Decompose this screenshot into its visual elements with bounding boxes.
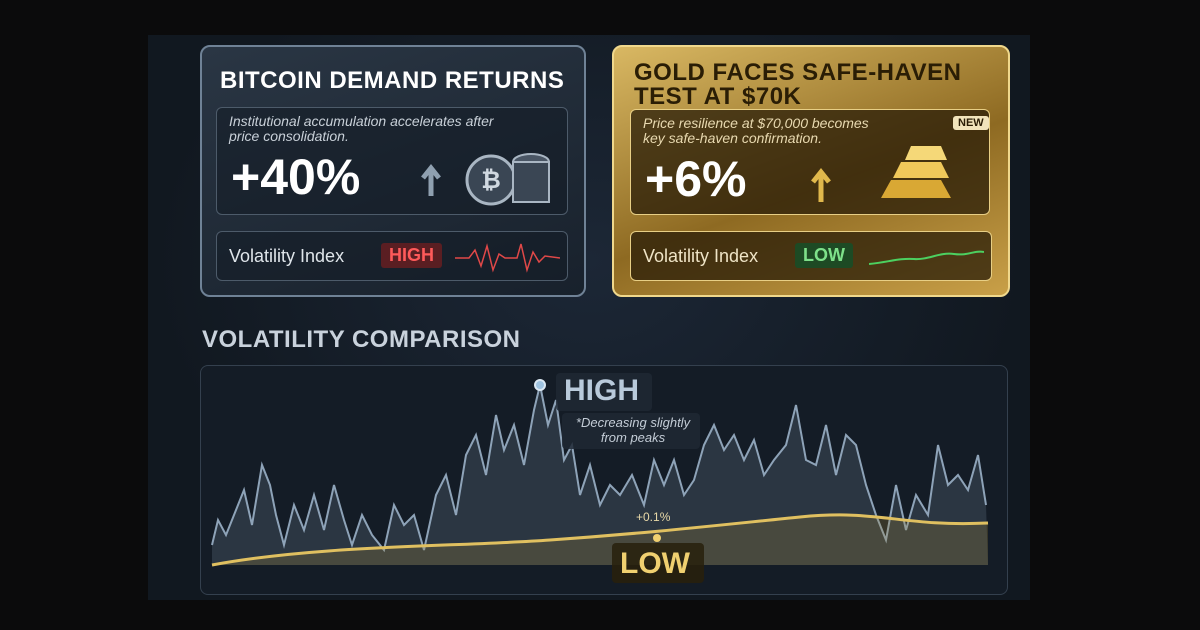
comparison-chart	[211, 373, 989, 583]
volatility-label: Volatility Index	[643, 246, 759, 266]
section-title: VOLATILITY COMPARISON	[202, 326, 521, 353]
svg-text:₿: ₿	[481, 167, 501, 194]
info-box: Institutional accumulation accelerates a…	[216, 107, 568, 215]
spark	[869, 250, 984, 265]
high-label-box	[556, 373, 652, 411]
note-box	[562, 413, 700, 449]
icons: ₿	[421, 153, 550, 206]
card-title: BITCOIN DEMAND RETURNS	[220, 67, 565, 94]
high-point	[534, 379, 546, 391]
low-label-box	[612, 543, 704, 583]
change-label: +0.1%	[636, 510, 671, 524]
note: *Decreasing slightly from peaks	[575, 415, 691, 445]
gold-card: GOLD FACES SAFE-HAVEN TEST AT $70K Price…	[612, 45, 1010, 297]
high-area	[212, 385, 988, 565]
low-line	[211, 513, 989, 567]
change: +6%	[645, 151, 747, 207]
icons	[811, 146, 951, 202]
change: +40%	[231, 149, 361, 205]
description: Price resilience at $70,000 becomes key …	[643, 115, 869, 146]
low-area	[212, 514, 988, 565]
low-point	[653, 534, 661, 542]
high-label: HIGH	[564, 374, 639, 407]
volatility-level: LOW	[795, 243, 853, 268]
volatility-label: Volatility Index	[229, 246, 345, 266]
volatility-box: Volatility Index LOW	[630, 231, 992, 281]
description: Institutional accumulation accelerates a…	[229, 113, 494, 144]
high-line	[211, 384, 987, 553]
volatility-level: HIGH	[381, 243, 442, 268]
badge: NEW	[953, 116, 989, 130]
card-title: GOLD FACES SAFE-HAVEN TEST AT $70K	[634, 59, 962, 110]
low-label: LOW	[620, 547, 690, 580]
info-box: Price resilience at $70,000 becomes key …	[630, 109, 990, 215]
bitcoin-card: BITCOIN DEMAND RETURNS Institutional acc…	[200, 45, 586, 297]
volatility-box: Volatility Index HIGH	[216, 231, 568, 281]
spark	[455, 243, 560, 273]
